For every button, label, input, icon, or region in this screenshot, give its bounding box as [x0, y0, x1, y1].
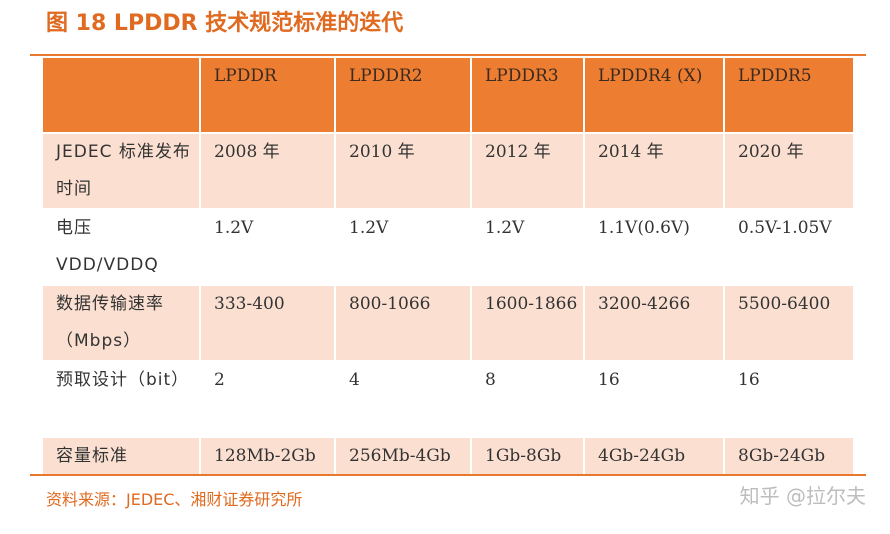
table-cell: 4Gb-24Gb	[584, 437, 725, 477]
table-cell: 3200-4266	[584, 285, 725, 362]
table-row: 数据传输速率（Mbps） 333-400 800-1066 1600-1866 …	[43, 285, 855, 362]
table-row: 电压 VDD/VDDQ 1.2V 1.2V 1.2V 1.1V(0.6V) 0.…	[43, 209, 855, 286]
table-row: 预取设计（bit） 2 4 8 16 16	[43, 361, 855, 438]
header-cell-lpddr2: LPDDR2	[335, 58, 472, 134]
top-rule	[30, 54, 866, 56]
table-cell: 2008 年	[200, 133, 336, 210]
row-label: JEDEC 标准发布时间	[43, 133, 201, 210]
row-label: 容量标准	[43, 437, 201, 477]
table-cell: 2020 年	[724, 133, 855, 210]
table-cell: 2	[200, 361, 336, 438]
table-cell: 1.2V	[471, 209, 585, 286]
table-cell: 256Mb-4Gb	[335, 437, 472, 477]
table-cell: 0.5V-1.05V	[724, 209, 855, 286]
table-cell: 2012 年	[471, 133, 585, 210]
bottom-rule	[30, 474, 866, 476]
table-row: 容量标准 128Mb-2Gb 256Mb-4Gb 1Gb-8Gb 4Gb-24G…	[43, 437, 855, 477]
row-label: 预取设计（bit）	[43, 361, 201, 438]
watermark: 知乎 @拉尔夫	[739, 484, 866, 508]
header-cell-lpddr3: LPDDR3	[471, 58, 585, 134]
table-cell: 2010 年	[335, 133, 472, 210]
table-cell: 1.2V	[200, 209, 336, 286]
header-row: LPDDR LPDDR2 LPDDR3 LPDDR4 (X) LPDDR5	[43, 58, 855, 134]
table-cell: 128Mb-2Gb	[200, 437, 336, 477]
table-cell: 1600-1866	[471, 285, 585, 362]
header-cell-lpddr: LPDDR	[200, 58, 336, 134]
lpddr-spec-table: LPDDR LPDDR2 LPDDR3 LPDDR4 (X) LPDDR5 JE…	[43, 58, 855, 477]
table-cell: 5500-6400	[724, 285, 855, 362]
table-cell: 1.1V(0.6V)	[584, 209, 725, 286]
row-label: 数据传输速率（Mbps）	[43, 285, 201, 362]
table-row: JEDEC 标准发布时间 2008 年 2010 年 2012 年 2014 年…	[43, 133, 855, 210]
table-cell: 8	[471, 361, 585, 438]
table-cell: 16	[584, 361, 725, 438]
header-cell-lpddr4x: LPDDR4 (X)	[584, 58, 725, 134]
table-cell: 1Gb-8Gb	[471, 437, 585, 477]
table-cell: 333-400	[200, 285, 336, 362]
row-label: 电压 VDD/VDDQ	[43, 209, 201, 286]
table-cell: 4	[335, 361, 472, 438]
header-cell-empty	[43, 58, 201, 134]
table-cell: 16	[724, 361, 855, 438]
table-cell: 800-1066	[335, 285, 472, 362]
table-cell: 2014 年	[584, 133, 725, 210]
table-cell: 1.2V	[335, 209, 472, 286]
figure-title: 图 18 LPDDR 技术规范标准的迭代	[46, 11, 404, 36]
table-cell: 8Gb-24Gb	[724, 437, 855, 477]
header-cell-lpddr5: LPDDR5	[724, 58, 855, 134]
source-note: 资料来源：JEDEC、湘财证券研究所	[46, 490, 303, 509]
